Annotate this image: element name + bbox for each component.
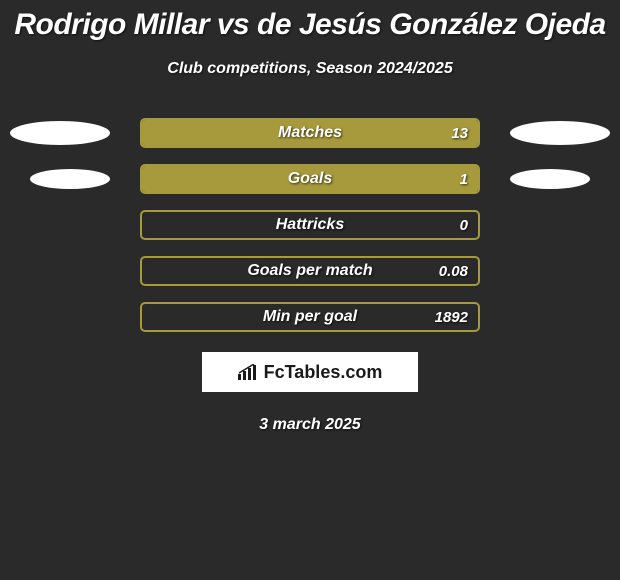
stat-row: Min per goal1892 [0, 302, 620, 332]
stat-label: Hattricks [142, 212, 478, 238]
stat-bar: Min per goal1892 [140, 302, 480, 332]
stat-value: 13 [451, 120, 468, 146]
chart-icon [238, 364, 258, 380]
stat-row: Goals per match0.08 [0, 256, 620, 286]
stat-bar: Goals per match0.08 [140, 256, 480, 286]
stat-row: Hattricks0 [0, 210, 620, 240]
stat-bar: Hattricks0 [140, 210, 480, 240]
player-left-marker [10, 121, 110, 145]
footer-brand-text: FcTables.com [264, 362, 383, 383]
player-right-marker [510, 121, 610, 145]
page-title: Rodrigo Millar vs de Jesús González Ojed… [0, 8, 620, 42]
date-label: 3 march 2025 [0, 416, 620, 434]
stat-label: Goals [142, 166, 478, 192]
stat-label: Matches [142, 120, 478, 146]
stat-row: Goals1 [0, 164, 620, 194]
stat-label: Min per goal [142, 304, 478, 330]
subtitle: Club competitions, Season 2024/2025 [0, 60, 620, 78]
stat-value: 0.08 [439, 258, 468, 284]
stat-row: Matches13 [0, 118, 620, 148]
player-right-marker [510, 169, 590, 189]
stat-value: 1892 [435, 304, 468, 330]
stat-bar: Matches13 [140, 118, 480, 148]
player-left-marker [30, 169, 110, 189]
footer-brand[interactable]: FcTables.com [202, 352, 418, 392]
stat-value: 0 [460, 212, 468, 238]
stat-label: Goals per match [142, 258, 478, 284]
stats-area: Matches13 Goals1 Hattricks0 Goals per match… [0, 118, 620, 332]
stat-value: 1 [460, 166, 468, 192]
stat-bar: Goals1 [140, 164, 480, 194]
